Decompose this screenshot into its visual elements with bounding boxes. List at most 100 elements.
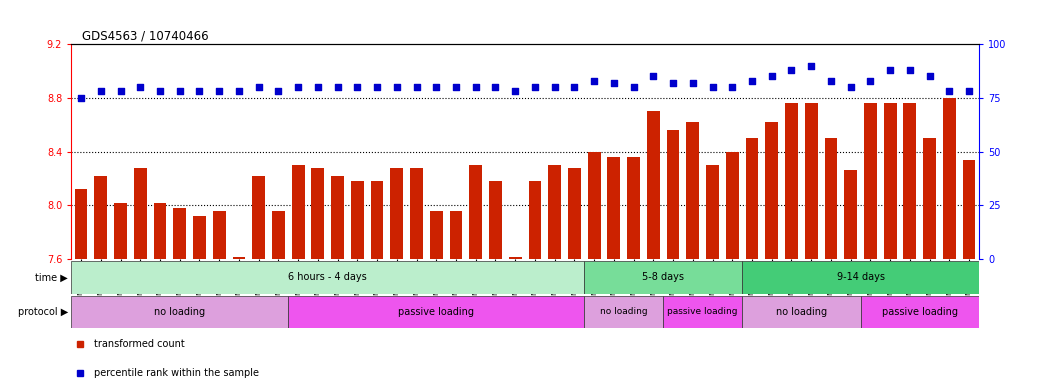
Bar	[706, 165, 719, 259]
Bar	[292, 165, 305, 259]
Point	[941, 88, 958, 94]
Text: time ▶: time ▶	[36, 272, 68, 283]
Point	[467, 84, 484, 90]
Bar	[884, 103, 896, 259]
Bar	[71, 261, 584, 294]
Bar	[94, 176, 107, 259]
Bar	[391, 168, 403, 259]
Bar	[742, 261, 979, 294]
Bar	[232, 257, 245, 259]
Text: 6 hours - 4 days: 6 hours - 4 days	[288, 272, 367, 283]
Bar	[469, 165, 483, 259]
Bar	[923, 138, 936, 259]
Text: passive loading: passive loading	[667, 308, 738, 316]
Text: passive loading: passive loading	[398, 307, 474, 317]
Bar	[154, 203, 166, 259]
Text: no loading: no loading	[600, 308, 647, 316]
Bar	[489, 181, 502, 259]
Bar	[587, 152, 601, 259]
Bar	[861, 296, 979, 328]
Point	[92, 88, 109, 94]
Text: no loading: no loading	[776, 307, 827, 317]
Point	[172, 88, 188, 94]
Bar	[114, 203, 127, 259]
Point	[72, 95, 89, 101]
Bar	[430, 211, 443, 259]
Bar	[825, 138, 838, 259]
Point	[961, 88, 978, 94]
Point	[665, 80, 682, 86]
Bar	[864, 103, 876, 259]
Bar	[272, 211, 285, 259]
Point	[842, 84, 859, 90]
Text: GDS4563 / 10740466: GDS4563 / 10740466	[82, 29, 208, 42]
Point	[369, 84, 385, 90]
Point	[921, 73, 938, 79]
Point	[388, 84, 405, 90]
Point	[527, 84, 543, 90]
Bar	[213, 211, 225, 259]
Point	[112, 88, 129, 94]
Bar	[193, 216, 206, 259]
Point	[428, 84, 445, 90]
Point	[783, 67, 800, 73]
Bar	[647, 111, 660, 259]
Bar	[844, 170, 857, 259]
Bar	[607, 157, 620, 259]
Bar	[371, 181, 383, 259]
Bar	[449, 211, 463, 259]
Point	[645, 73, 662, 79]
Text: percentile rank within the sample: percentile rank within the sample	[94, 368, 259, 378]
Text: transformed count: transformed count	[94, 339, 184, 349]
Bar	[351, 181, 363, 259]
Text: no loading: no loading	[154, 307, 205, 317]
Bar	[745, 138, 758, 259]
Point	[763, 73, 780, 79]
Point	[230, 88, 247, 94]
Point	[487, 84, 504, 90]
Bar	[667, 130, 680, 259]
Bar	[904, 103, 916, 259]
Bar	[962, 160, 976, 259]
Bar	[785, 103, 798, 259]
Bar	[687, 122, 699, 259]
Bar	[943, 98, 956, 259]
Point	[507, 88, 524, 94]
Point	[152, 88, 169, 94]
Bar	[288, 296, 584, 328]
Point	[585, 78, 602, 84]
Bar	[311, 168, 325, 259]
Bar	[331, 176, 344, 259]
Point	[566, 84, 583, 90]
Point	[862, 78, 878, 84]
Bar	[584, 296, 663, 328]
Bar	[74, 189, 88, 259]
Point	[605, 80, 622, 86]
Point	[192, 88, 208, 94]
Point	[290, 84, 307, 90]
Bar	[584, 261, 742, 294]
Bar	[663, 296, 742, 328]
Point	[310, 84, 327, 90]
Point	[250, 84, 267, 90]
Point	[823, 78, 840, 84]
Point	[210, 88, 227, 94]
Point	[882, 67, 898, 73]
Point	[132, 84, 149, 90]
Bar	[765, 122, 778, 259]
Point	[743, 78, 760, 84]
Text: passive loading: passive loading	[882, 307, 958, 317]
Point	[448, 84, 465, 90]
Bar	[174, 208, 186, 259]
Bar	[509, 257, 521, 259]
Text: protocol ▶: protocol ▶	[18, 307, 68, 317]
Text: 5-8 days: 5-8 days	[642, 272, 684, 283]
Point	[270, 88, 287, 94]
Text: 9-14 days: 9-14 days	[837, 272, 885, 283]
Point	[625, 84, 642, 90]
Point	[547, 84, 563, 90]
Bar	[567, 168, 581, 259]
Point	[723, 84, 740, 90]
Point	[685, 80, 701, 86]
Point	[408, 84, 425, 90]
